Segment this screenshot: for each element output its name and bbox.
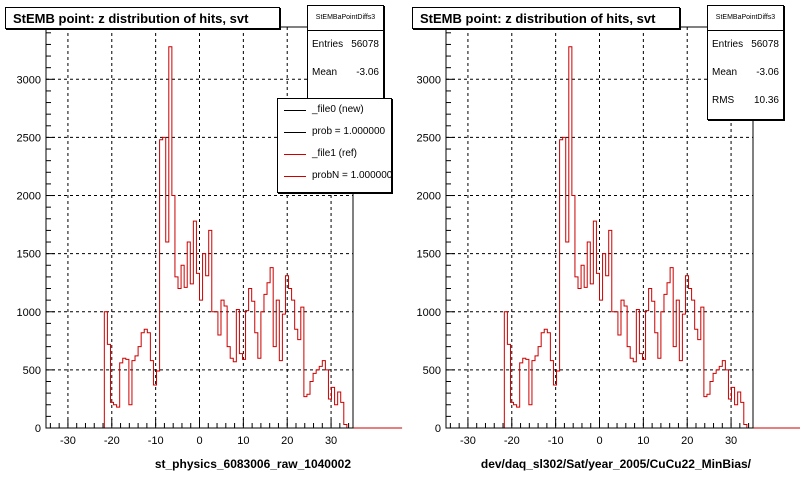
right-stats-box: StEMBaPointDiffs3 Entries 56078 Mean -3.… [707,5,784,120]
right-y-tick-label: 1500 [417,249,441,261]
right-x-tick-label: 10 [637,435,649,447]
stats-value: 56078 [351,39,379,50]
right-y-tick-label: 2000 [417,191,441,203]
legend-entry-probn: probN = 1.000000 [278,165,391,187]
stats-key: RMS [712,95,735,106]
legend-label: _file0 (new) [312,104,364,115]
left-legend: _file0 (new) prob = 1.000000 _file1 (ref… [277,98,392,193]
right-histogram-series [446,46,800,429]
right-y-tick-label: 2500 [417,132,441,144]
left-x-tick-label: 30 [325,435,337,447]
right-x-tick-label: 0 [596,435,602,447]
right-stats-name: StEMBaPointDiffs3 [708,6,783,31]
left-y-tick-label: 1500 [17,249,41,261]
stats-value: 56078 [751,39,779,50]
legend-line-swatch [284,154,306,155]
right-y-tick-label: 3000 [417,74,441,86]
right-stats-row-mean: Mean -3.06 [708,59,783,87]
left-stats-row-mean: Mean -3.06 [308,59,383,87]
left-y-tick-label: 2000 [17,191,41,203]
left-chart-title: StEMB point: z distribution of hits, svt [5,7,280,29]
right-x-tick-label: 30 [725,435,737,447]
right-x-axis-title: dev/daq_sl302/Sat/year_2005/CuCu22_MinBi… [481,457,752,471]
left-y-tick-label: 0 [35,423,41,435]
left-x-tick-label: -20 [104,435,120,447]
legend-entry-new: _file0 (new) [278,99,391,121]
right-x-tick-label: -30 [460,435,476,447]
stats-value: -3.06 [756,67,779,78]
legend-line-swatch [284,110,306,111]
left-histogram-series [46,46,403,429]
right-y-tick-label: 500 [423,365,441,377]
legend-label: probN = 1.000000 [312,170,392,181]
stats-key: Entries [312,39,344,50]
stats-key: Mean [312,67,338,78]
left-y-tick-label: 3000 [17,74,41,86]
right-chart-title: StEMB point: z distribution of hits, svt [412,7,680,29]
stats-key: Mean [712,67,738,78]
right-x-tick-label: -10 [548,435,564,447]
legend-entry-ref: _file1 (ref) [278,143,391,165]
right-x-tick-label: 20 [681,435,693,447]
left-x-tick-label: -30 [60,435,76,447]
legend-label: prob = 1.000000 [312,126,386,137]
legend-label: _file1 (ref) [312,148,358,159]
left-x-tick-label: 0 [196,435,202,447]
left-x-tick-label: 20 [281,435,293,447]
left-stats-row-entries: Entries 56078 [308,31,383,59]
stats-value: -3.06 [356,67,379,78]
stats-key: Entries [712,39,744,50]
left-y-tick-label: 1000 [17,307,41,319]
left-stats-name: StEMBaPointDiffs3 [308,6,383,31]
right-y-tick-label: 0 [435,423,441,435]
left-stats-box: StEMBaPointDiffs3 Entries 56078 Mean -3.… [307,5,384,100]
left-y-tick-label: 500 [23,365,41,377]
stats-value: 10.36 [753,95,779,106]
right-stats-row-entries: Entries 56078 [708,31,783,59]
left-chart-title-text: StEMB point: z distribution of hits, svt [13,11,249,26]
left-x-tick-label: 10 [237,435,249,447]
legend-line-swatch [284,176,306,177]
right-y-tick-label: 1000 [417,307,441,319]
right-x-tick-label: -20 [504,435,520,447]
right-chart-title-text: StEMB point: z distribution of hits, svt [420,11,656,26]
right-stats-row-rms: RMS 10.36 [708,87,783,115]
legend-line-swatch [284,132,306,133]
left-x-axis-title: st_physics_6083006_raw_1040002 [155,457,351,471]
legend-entry-prob: prob = 1.000000 [278,121,391,143]
left-x-tick-label: -10 [148,435,164,447]
left-y-tick-label: 2500 [17,132,41,144]
